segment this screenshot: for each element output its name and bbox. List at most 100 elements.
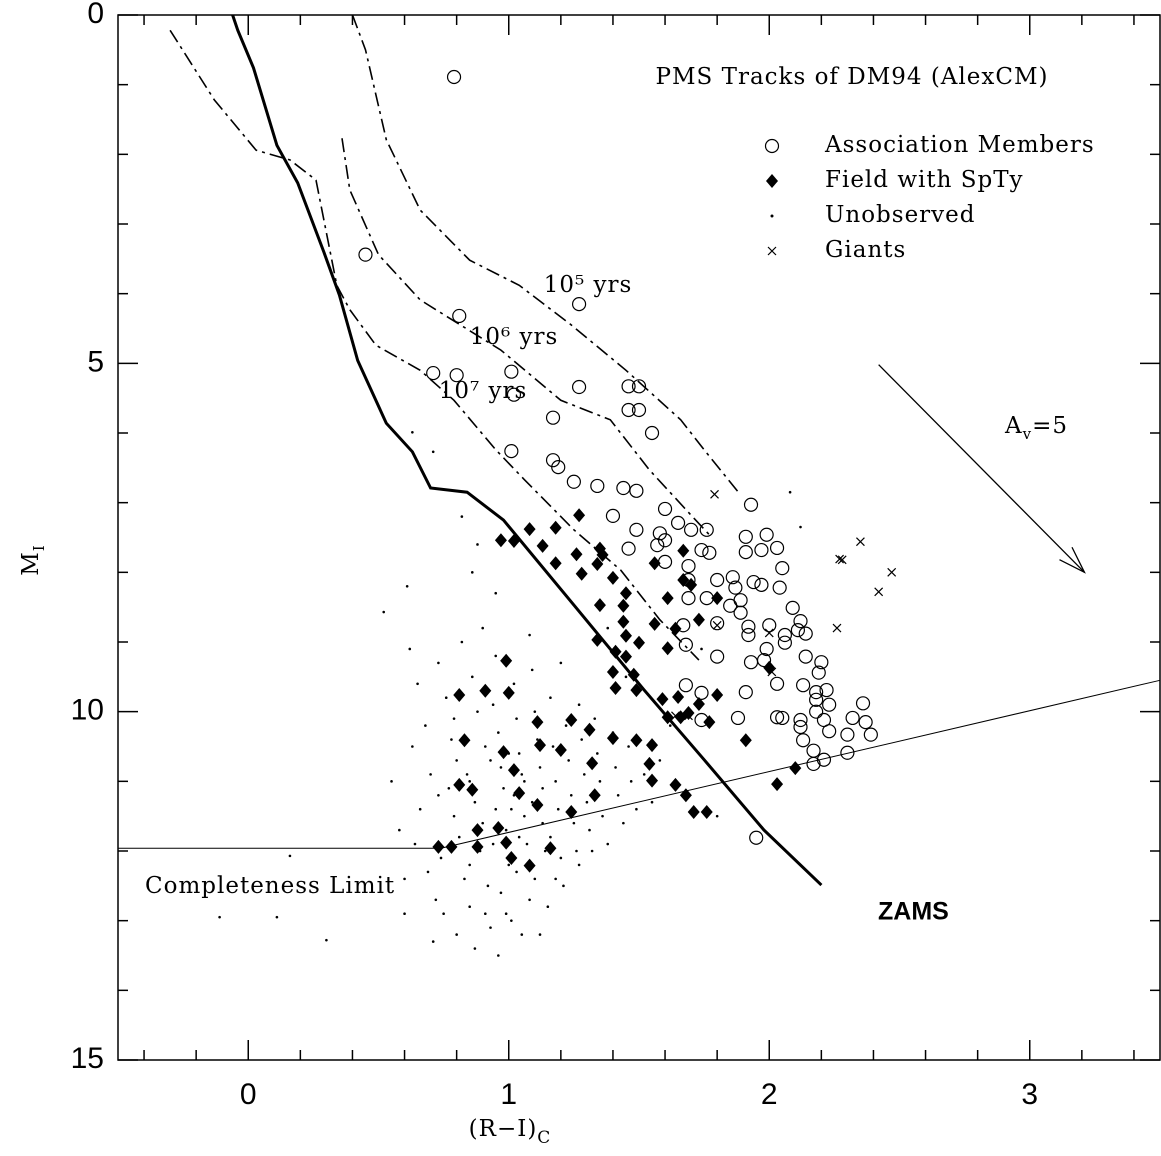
field-point	[445, 839, 458, 854]
field-point	[549, 520, 562, 535]
unobserved-point	[481, 821, 485, 825]
unobserved-point	[541, 787, 544, 790]
field-point	[648, 616, 661, 631]
giant-point	[764, 628, 774, 638]
field-point	[591, 556, 604, 571]
member-point	[657, 501, 673, 517]
member-point	[822, 697, 837, 712]
plot-frame	[117, 14, 1161, 1061]
field-point	[661, 641, 674, 656]
unobserved-point	[684, 793, 688, 797]
field-point	[531, 715, 544, 730]
giant-point	[874, 587, 884, 597]
unobserved-point	[543, 849, 547, 853]
field-point	[619, 586, 632, 601]
unobserved-point	[460, 515, 464, 518]
unobserved-point	[642, 773, 646, 776]
unobserved-point	[577, 703, 581, 706]
member-point	[769, 676, 785, 691]
x-axis-label-text: (R−I)	[469, 1116, 538, 1142]
field-point	[588, 788, 601, 803]
unobserved-point	[476, 543, 479, 546]
arrow-label-value: =5	[1032, 413, 1068, 439]
member-point	[545, 410, 561, 425]
field-point	[479, 683, 492, 698]
x-axis-label-sub: C	[537, 1128, 551, 1148]
unobserved-point	[627, 745, 630, 748]
unobserved-point	[416, 682, 419, 686]
member-point	[769, 710, 785, 725]
unobserved-point	[606, 626, 610, 630]
field-point	[633, 635, 645, 650]
unobserved-point	[403, 877, 406, 881]
member-point	[863, 727, 878, 742]
member-point	[631, 379, 647, 394]
member-point	[772, 580, 787, 595]
field-point	[711, 591, 724, 606]
line-label: ZAMS	[878, 898, 949, 926]
unobserved-point	[491, 703, 495, 706]
field-point	[497, 745, 510, 760]
unobserved-point	[447, 787, 451, 790]
member-point	[798, 649, 813, 664]
unobserved-point	[382, 610, 386, 614]
x-axis-label: (R−I)C	[469, 1116, 552, 1148]
unobserved-point	[549, 696, 552, 700]
unobserved-point	[533, 710, 537, 713]
x-tick-label: 0	[240, 1078, 257, 1111]
member-point	[754, 577, 769, 592]
unobserved-point	[494, 807, 498, 811]
unobserved-point	[463, 877, 466, 881]
unobserved-point	[478, 849, 482, 853]
field-point	[591, 632, 604, 647]
unobserved-point	[601, 814, 604, 818]
member-point	[743, 655, 759, 670]
unobserved-point	[556, 807, 560, 811]
unobserved-point	[460, 640, 464, 644]
unobserved-point	[494, 654, 498, 658]
unobserved-point	[465, 773, 469, 776]
unobserved-point	[470, 571, 474, 574]
member-point	[449, 368, 464, 383]
unobserved-point	[533, 877, 537, 881]
unobserved-point	[473, 947, 477, 950]
unobserved-point	[442, 912, 445, 915]
unobserved-point	[593, 717, 597, 720]
unobserved-point	[596, 752, 599, 755]
member-point	[699, 522, 714, 537]
member-point	[644, 425, 660, 441]
unobserved-point	[489, 926, 492, 929]
field-point	[739, 733, 752, 748]
unobserved-point	[288, 854, 292, 858]
unobserved-point	[431, 940, 435, 943]
y-tick-label: 5	[87, 345, 104, 378]
member-point	[702, 545, 717, 560]
x-tick-label: 1	[500, 1078, 517, 1111]
unobserved-point	[700, 647, 703, 651]
unobserved-point	[499, 891, 503, 895]
field-point	[700, 804, 713, 819]
unobserved-point	[554, 780, 557, 783]
unobserved-point	[622, 821, 625, 825]
unobserved-point	[572, 821, 576, 825]
unobserved-point	[559, 856, 563, 860]
member-point	[710, 649, 725, 664]
unobserved-point	[515, 870, 518, 874]
member-point	[452, 308, 467, 324]
member-point	[678, 637, 693, 652]
extinction-arrow	[878, 364, 1085, 573]
unobserved-point	[564, 724, 568, 727]
unobserved-point	[491, 842, 495, 846]
unobserved-point	[541, 821, 544, 825]
field-point	[771, 777, 784, 792]
track-line	[118, 679, 1161, 849]
member-point	[650, 538, 665, 553]
unobserved-point	[426, 870, 430, 874]
unobserved-point	[650, 800, 654, 804]
member-point	[809, 685, 824, 700]
unobserved-point	[486, 884, 490, 888]
field-point	[609, 644, 622, 659]
unobserved-point	[470, 675, 474, 679]
member-point	[845, 710, 860, 726]
